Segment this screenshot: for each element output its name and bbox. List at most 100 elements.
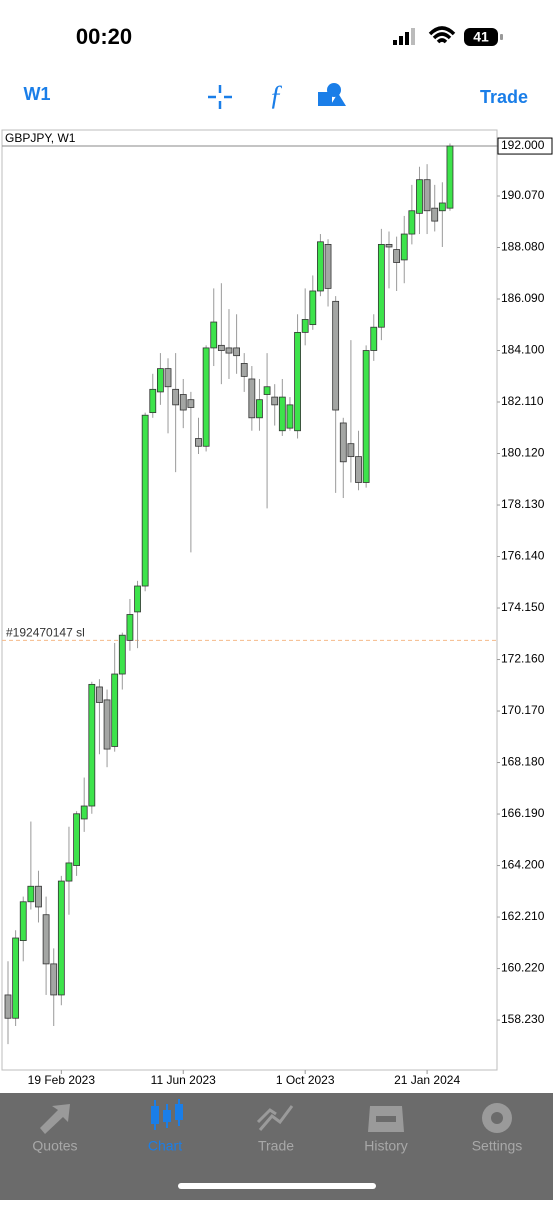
candle-body [4, 994, 12, 1019]
sl-label: #192470147 sl [6, 626, 85, 640]
x-tick-label: 21 Jan 2024 [394, 1073, 460, 1087]
y-tick-label: 170.170 [501, 703, 545, 717]
chart-icon [151, 1099, 183, 1130]
y-tick-label: 158.230 [501, 1012, 545, 1026]
candle-body [195, 438, 202, 447]
quotes-icon [40, 1104, 70, 1134]
candle-body [332, 300, 340, 411]
signal-icon [393, 28, 415, 45]
candle-body [65, 862, 73, 882]
candle-body [339, 422, 347, 463]
candle-body [88, 683, 96, 807]
x-tick-label: 1 Oct 2023 [276, 1073, 335, 1087]
y-tick-label: 164.200 [501, 858, 545, 872]
candle-body [217, 344, 225, 351]
y-tick-label: 182.110 [501, 394, 544, 408]
y-tick-label: 174.150 [501, 600, 545, 614]
candle-body [118, 634, 126, 675]
timeframe-button[interactable]: W1 [24, 84, 51, 104]
plot-frame [1, 129, 498, 1071]
candle-body [317, 241, 324, 292]
candle-body [370, 326, 378, 351]
candle-body [35, 885, 42, 908]
candle-body [271, 396, 279, 406]
tab-bar [0, 1093, 553, 1200]
current-price-box [497, 137, 553, 155]
trade-button[interactable]: Trade [480, 87, 528, 107]
candle-body [156, 368, 164, 393]
candle-body [355, 456, 362, 483]
battery-tip [500, 34, 503, 40]
chart-title: GBPJPY, W1 [5, 131, 76, 145]
tab-label[interactable]: History [364, 1138, 408, 1154]
candle-body [210, 321, 218, 349]
candle-body [324, 243, 332, 289]
candle-body [202, 347, 210, 447]
y-tick-label: 166.190 [501, 806, 545, 820]
y-tick-label: 162.210 [501, 909, 545, 923]
y-tick-label: 186.090 [501, 291, 545, 305]
y-tick-label: 160.220 [501, 961, 545, 975]
objects-button[interactable] [318, 83, 346, 106]
candle-body [103, 699, 111, 750]
tab-label[interactable]: Trade [258, 1138, 294, 1154]
history-icon [368, 1106, 404, 1132]
candle-body [96, 686, 103, 703]
y-tick-label: 190.070 [501, 188, 545, 202]
tab-label[interactable]: Chart [148, 1138, 182, 1154]
candle-body [80, 805, 88, 820]
x-tick-label: 11 Jun 2023 [151, 1073, 216, 1087]
candle-body [233, 347, 241, 357]
candle-body [149, 388, 157, 414]
candle-body [141, 414, 149, 587]
candle-body [294, 331, 301, 432]
candle-body [393, 249, 401, 263]
y-tick-label: 172.160 [501, 652, 545, 666]
candle-body [446, 145, 454, 209]
crosshair-button[interactable] [208, 85, 232, 109]
candle-body [263, 386, 271, 395]
y-tick-label: 176.140 [501, 549, 545, 563]
battery-icon [464, 28, 498, 46]
wifi-icon [428, 26, 456, 44]
candle-body [408, 210, 416, 235]
candle-body [301, 319, 309, 333]
y-tick-label: 178.130 [501, 497, 545, 511]
candle-body [309, 290, 317, 326]
tab-label[interactable]: Quotes [32, 1138, 77, 1154]
candle-body [423, 179, 431, 212]
candle-body [347, 443, 355, 458]
candle-body [385, 243, 393, 248]
candle-body [187, 399, 195, 408]
candle-body [111, 673, 119, 747]
candle-body [172, 388, 180, 406]
candle-body [431, 207, 439, 222]
battery-level: 41 [473, 29, 489, 45]
tab-label[interactable]: Settings [472, 1138, 523, 1154]
candle-body [57, 880, 65, 996]
y-tick-label: 184.100 [501, 343, 545, 357]
settings-icon [482, 1103, 512, 1133]
indicators-button[interactable]: ƒ [269, 80, 283, 111]
candle-body [50, 963, 58, 996]
clock: 00:20 [76, 24, 132, 49]
candle-body [438, 202, 446, 212]
candle-body [377, 243, 385, 328]
y-tick-label: 180.120 [501, 446, 545, 460]
candle-body [164, 368, 172, 388]
candle-body [278, 396, 286, 432]
candle-body [225, 347, 233, 354]
candle-body [286, 404, 294, 429]
candle-body [12, 937, 20, 1019]
candle-body [42, 914, 50, 965]
candle-body [248, 378, 256, 419]
candle-body [27, 885, 35, 903]
candle-body [179, 394, 187, 411]
y-tick-label: 192.000 [501, 138, 545, 152]
candle-body [126, 614, 134, 641]
x-tick-label: 19 Feb 2023 [28, 1073, 96, 1087]
trade-icon [256, 1105, 294, 1131]
candle-body [416, 179, 423, 214]
